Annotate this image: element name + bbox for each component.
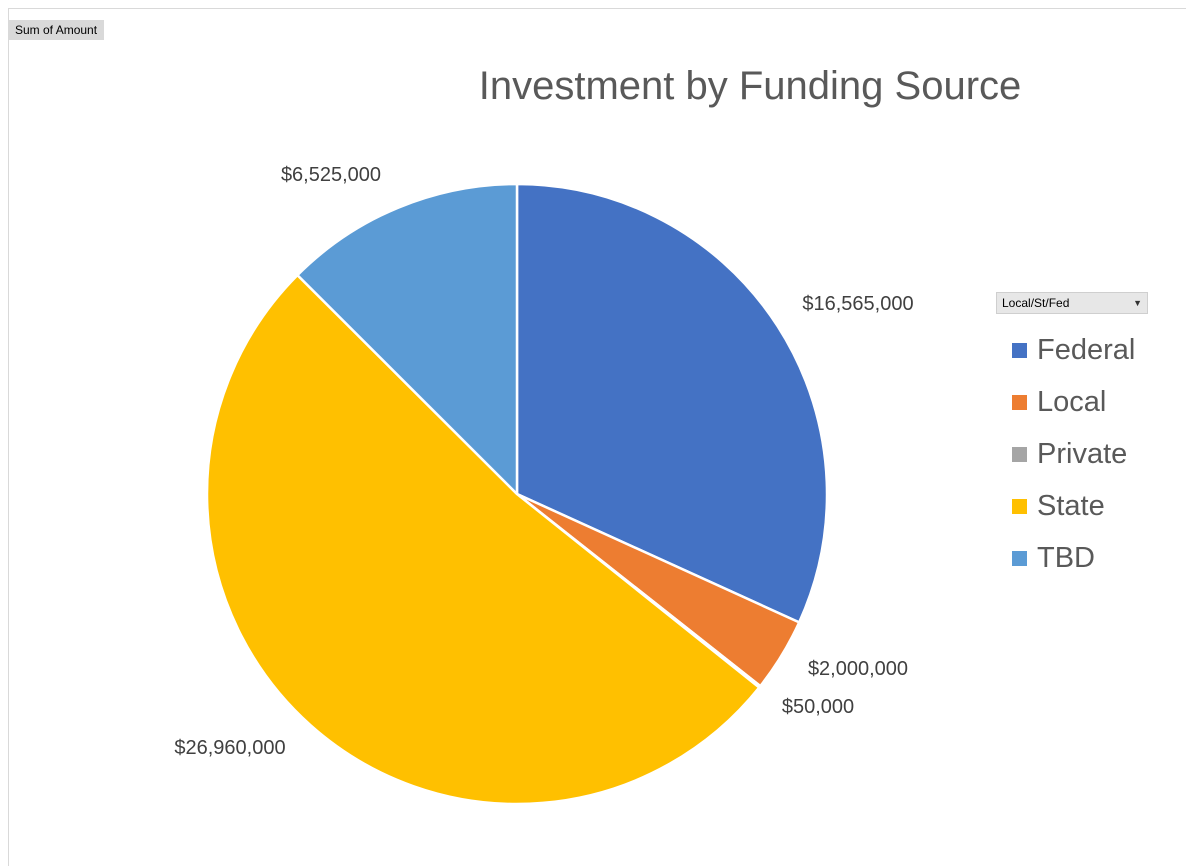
legend-item-local[interactable]: Local	[996, 376, 1156, 428]
pie-slice-tbd[interactable]	[296, 182, 519, 496]
pie-slice-federal[interactable]	[515, 182, 829, 624]
legend: Local/St/Fed ▼ Federal Local Private State T…	[996, 292, 1156, 584]
data-label-local: $2,000,000	[808, 658, 908, 680]
local-st-fed-filter-dropdown[interactable]: Local/St/Fed ▼	[996, 292, 1148, 314]
legend-swatch-federal	[1012, 342, 1027, 358]
chart-title: Investment by Funding Source	[478, 64, 1022, 108]
legend-list: Federal Local Private State TBD	[996, 324, 1156, 584]
legend-item-tbd[interactable]: TBD	[996, 532, 1156, 584]
dropdown-arrow-icon: ▼	[1133, 298, 1142, 308]
legend-item-state[interactable]: State	[996, 480, 1156, 532]
data-label-state: $26,960,000	[174, 737, 285, 759]
pie-slice-state[interactable]	[205, 273, 761, 806]
legend-filter-label: Local/St/Fed	[1002, 296, 1070, 310]
legend-label-local: Local	[1037, 385, 1107, 418]
legend-swatch-local	[1012, 394, 1027, 410]
legend-label-private: Private	[1037, 437, 1128, 470]
legend-swatch-private	[1012, 446, 1027, 462]
legend-swatch-state	[1012, 498, 1027, 514]
data-label-tbd: $6,525,000	[281, 164, 381, 186]
data-label-private: $50,000	[782, 696, 854, 718]
legend-label-tbd: TBD	[1037, 541, 1095, 574]
legend-item-federal[interactable]: Federal	[996, 324, 1156, 376]
legend-swatch-tbd	[1012, 550, 1027, 566]
legend-label-federal: Federal	[1037, 333, 1136, 366]
legend-item-private[interactable]: Private	[996, 428, 1156, 480]
data-label-federal: $16,565,000	[802, 293, 913, 315]
legend-label-state: State	[1037, 489, 1105, 522]
sum-of-amount-field-button[interactable]: Sum of Amount	[8, 20, 105, 40]
